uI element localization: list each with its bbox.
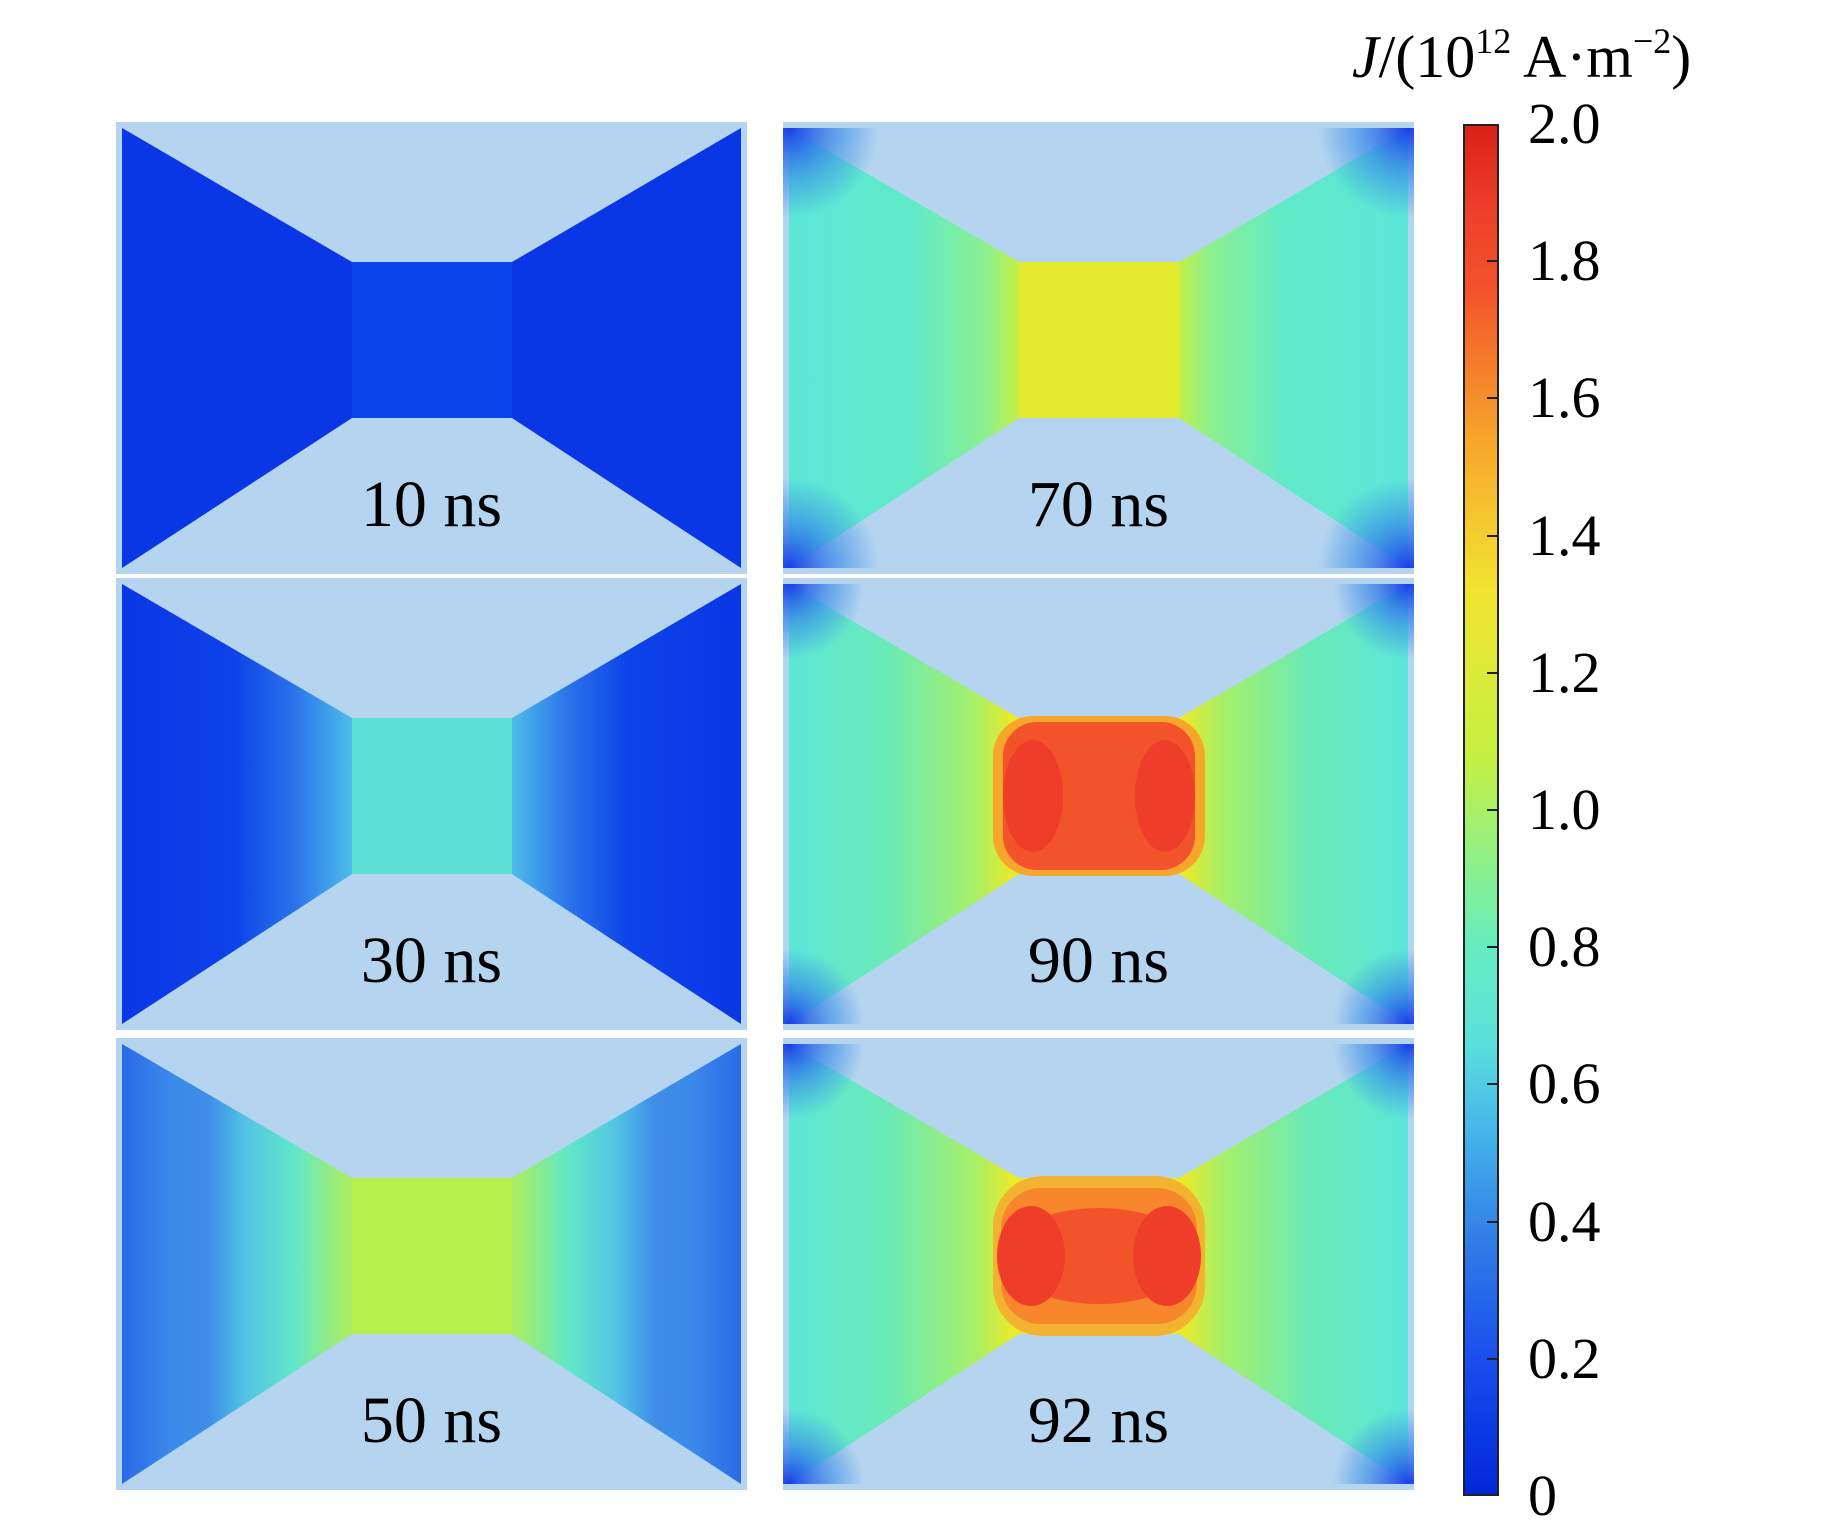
panel-10ns: 10 ns [116, 122, 747, 574]
time-label: 90 ns [1027, 924, 1170, 997]
colorbar-tick-mark [1487, 946, 1499, 949]
time-label: 30 ns [360, 924, 503, 997]
current-density-map-30ns [116, 578, 747, 1030]
colorbar-tick-mark [1487, 534, 1499, 537]
colorbar-tick-label: 1.0 [1528, 777, 1601, 842]
colorbar-close: ) [1671, 24, 1692, 90]
colorbar-unit-exponent: −2 [1632, 21, 1672, 61]
colorbar-tick-label: 1.6 [1528, 365, 1601, 431]
panel-90ns: 90 ns [783, 578, 1414, 1030]
colorbar-tick-label: 0.2 [1528, 1325, 1601, 1391]
panel-92ns: 92 ns [783, 1038, 1414, 1490]
colorbar-tick-mark [1487, 809, 1499, 811]
panel-70ns: 70 ns [783, 122, 1414, 574]
colorbar-tick-mark [1487, 671, 1499, 674]
time-label: 92 ns [1027, 1384, 1170, 1457]
time-label: 10 ns [360, 468, 503, 541]
colorbar-tick-mark [1487, 260, 1499, 263]
current-density-map-10ns [116, 122, 747, 574]
time-label: 50 ns [360, 1384, 503, 1457]
colorbar-title-rest: /(10 [1378, 24, 1476, 90]
colorbar-tick-label: 2.0 [1528, 91, 1601, 156]
current-density-map-50ns [116, 1038, 747, 1490]
colorbar-symbol: J [1352, 24, 1379, 90]
colorbar-tick-mark [1487, 1220, 1499, 1223]
colorbar-tick-label: 0.4 [1528, 1188, 1601, 1254]
colorbar-tick-label: 1.2 [1528, 639, 1601, 705]
colorbar-unit: A·m [1511, 24, 1633, 90]
panel-30ns: 30 ns [116, 578, 747, 1030]
panel-50ns: 50 ns [116, 1038, 747, 1490]
colorbar-tick-label: 0.6 [1528, 1051, 1601, 1117]
time-label: 70 ns [1027, 468, 1170, 541]
colorbar-exponent: 12 [1475, 21, 1512, 61]
current-density-map-90ns [783, 578, 1414, 1030]
colorbar-tick-label: 0.8 [1528, 914, 1601, 980]
current-density-map-70ns [783, 122, 1414, 574]
colorbar-tick-label: 1.4 [1528, 502, 1601, 568]
colorbar-tick-mark [1487, 397, 1499, 400]
colorbar-tick-mark [1487, 1083, 1499, 1086]
colorbar-title: J/(1012 A·m−2) [1352, 20, 1691, 93]
colorbar-tick-label: 1.8 [1528, 228, 1601, 294]
colorbar-tick-label: 0 [1528, 1463, 1557, 1528]
colorbar-tick-mark [1487, 1357, 1499, 1360]
current-density-map-92ns [783, 1038, 1414, 1490]
